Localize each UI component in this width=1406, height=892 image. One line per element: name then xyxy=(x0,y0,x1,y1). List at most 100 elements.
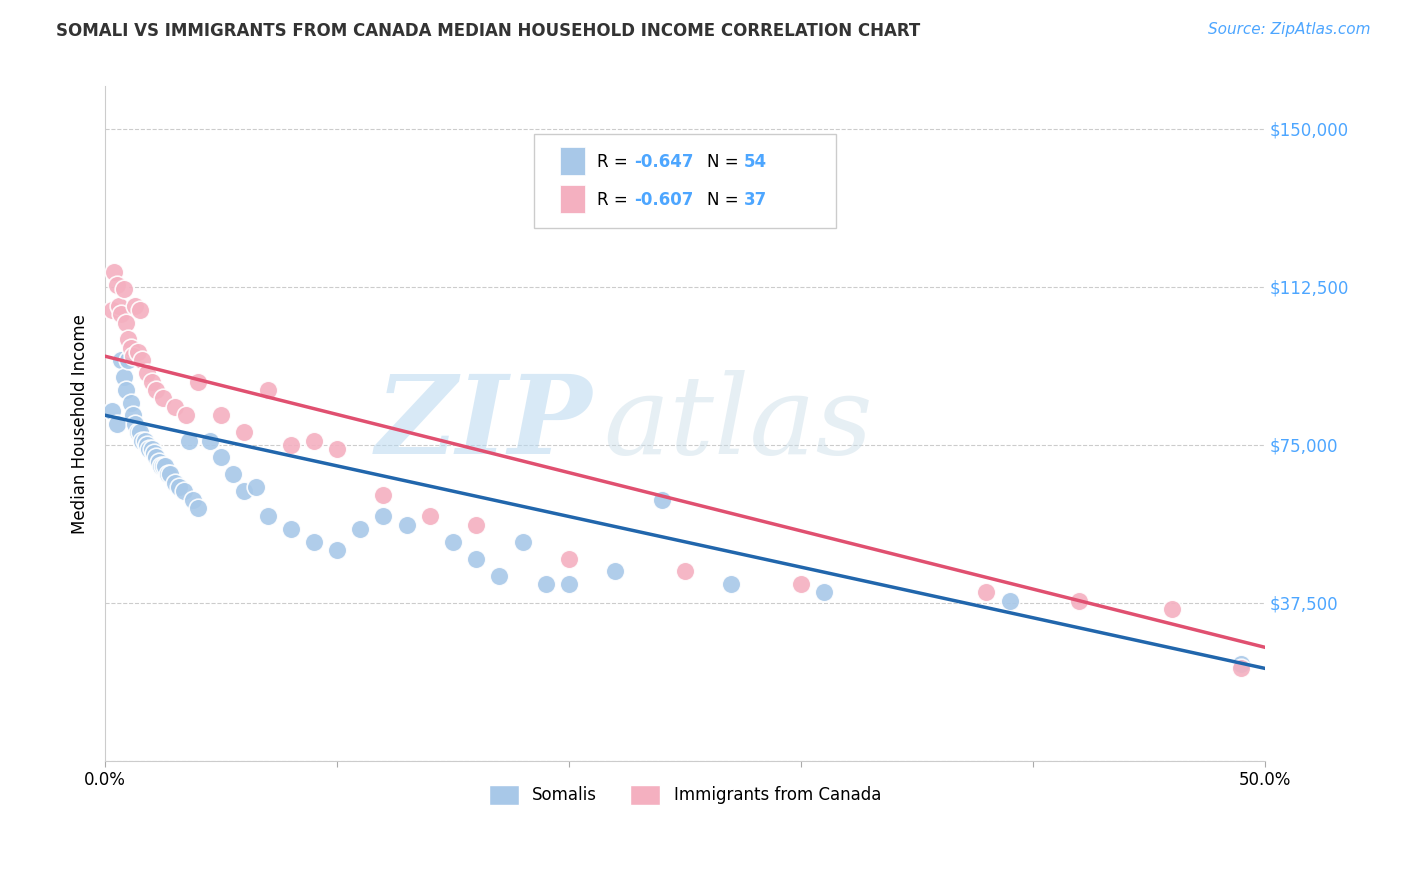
Point xyxy=(127,425,149,439)
Point xyxy=(149,458,172,473)
Point xyxy=(155,458,177,473)
Y-axis label: Median Household Income: Median Household Income xyxy=(72,314,89,533)
Point xyxy=(349,522,371,536)
Point xyxy=(1160,602,1182,616)
Point xyxy=(419,509,441,524)
Point xyxy=(142,446,165,460)
Point xyxy=(138,442,160,456)
Text: N =: N = xyxy=(707,153,744,171)
Point xyxy=(651,492,673,507)
Point xyxy=(101,404,124,418)
Point xyxy=(169,480,191,494)
Point xyxy=(173,484,195,499)
Point xyxy=(115,316,138,330)
Point xyxy=(163,400,186,414)
FancyBboxPatch shape xyxy=(534,134,835,228)
Point xyxy=(280,438,302,452)
Point xyxy=(110,353,132,368)
Point xyxy=(110,307,132,321)
Point xyxy=(326,442,349,456)
Point xyxy=(115,383,138,397)
Point xyxy=(558,577,581,591)
Point xyxy=(512,534,534,549)
Point xyxy=(145,450,167,465)
Point xyxy=(127,345,149,359)
Point xyxy=(120,341,142,355)
Point xyxy=(245,480,267,494)
Point xyxy=(141,375,163,389)
Point xyxy=(148,455,170,469)
Point xyxy=(105,277,128,292)
Point xyxy=(233,484,256,499)
Text: atlas: atlas xyxy=(603,370,873,477)
Point xyxy=(187,375,209,389)
Point xyxy=(159,467,181,482)
Point xyxy=(465,517,488,532)
Point xyxy=(813,585,835,599)
Point xyxy=(108,299,131,313)
Point xyxy=(280,522,302,536)
Point xyxy=(163,475,186,490)
Point xyxy=(120,395,142,409)
Point xyxy=(998,594,1021,608)
Point xyxy=(976,585,998,599)
Point xyxy=(673,564,696,578)
Point xyxy=(117,353,139,368)
Point xyxy=(131,434,153,448)
Point xyxy=(129,425,152,439)
Legend: Somalis, Immigrants from Canada: Somalis, Immigrants from Canada xyxy=(481,776,890,814)
Point xyxy=(124,299,146,313)
Text: ZIP: ZIP xyxy=(375,370,592,477)
Point xyxy=(141,442,163,456)
Bar xyxy=(560,186,585,213)
Text: 37: 37 xyxy=(744,191,768,209)
Point xyxy=(117,332,139,346)
Point xyxy=(373,488,395,502)
Point xyxy=(302,434,325,448)
Point xyxy=(136,366,159,380)
Text: -0.607: -0.607 xyxy=(634,191,693,209)
Text: R =: R = xyxy=(596,191,633,209)
Point xyxy=(534,577,557,591)
Point xyxy=(131,353,153,368)
Point xyxy=(152,392,174,406)
Point xyxy=(136,438,159,452)
Point xyxy=(152,458,174,473)
Point xyxy=(112,370,135,384)
Point xyxy=(326,543,349,558)
Point xyxy=(176,409,198,423)
Text: -0.647: -0.647 xyxy=(634,153,693,171)
Point xyxy=(129,302,152,317)
Point xyxy=(1230,657,1253,671)
Point xyxy=(124,417,146,431)
Point xyxy=(488,568,510,582)
Point xyxy=(145,383,167,397)
Text: N =: N = xyxy=(707,191,744,209)
Point xyxy=(720,577,742,591)
Point xyxy=(222,467,245,482)
Bar xyxy=(560,147,585,176)
Point xyxy=(256,509,278,524)
Text: R =: R = xyxy=(596,153,633,171)
Point xyxy=(156,467,179,482)
Point xyxy=(181,492,204,507)
Point xyxy=(112,282,135,296)
Point xyxy=(177,434,200,448)
Text: SOMALI VS IMMIGRANTS FROM CANADA MEDIAN HOUSEHOLD INCOME CORRELATION CHART: SOMALI VS IMMIGRANTS FROM CANADA MEDIAN … xyxy=(56,22,921,40)
Point xyxy=(233,425,256,439)
Point xyxy=(395,517,418,532)
Point xyxy=(605,564,627,578)
Point xyxy=(302,534,325,549)
Point xyxy=(198,434,221,448)
Text: Source: ZipAtlas.com: Source: ZipAtlas.com xyxy=(1208,22,1371,37)
Point xyxy=(373,509,395,524)
Point xyxy=(558,551,581,566)
Point xyxy=(790,577,813,591)
Point xyxy=(134,434,156,448)
Point xyxy=(1067,594,1090,608)
Point xyxy=(187,501,209,516)
Point xyxy=(101,302,124,317)
Point xyxy=(1230,661,1253,675)
Point xyxy=(209,409,232,423)
Point xyxy=(465,551,488,566)
